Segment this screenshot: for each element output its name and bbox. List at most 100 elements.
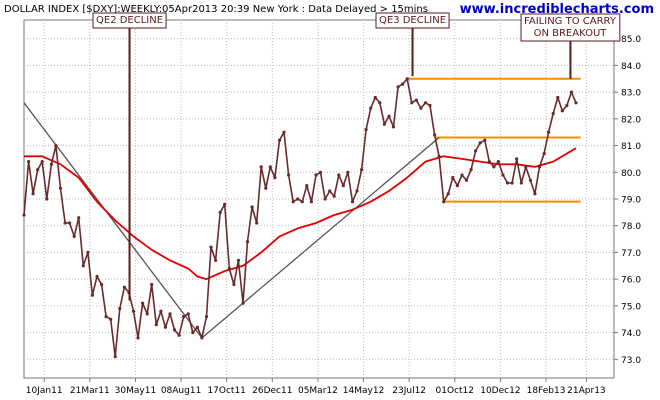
price-point: [122, 285, 126, 289]
y-axis-ticks: 73.0 74.0 75.0 76.0 77.0 78.0 79.0 80.0 81.0 82.0…: [614, 35, 641, 366]
price-point: [515, 157, 519, 161]
watermark-link[interactable]: www.incrediblecharts.com: [460, 2, 654, 17]
price-point: [27, 160, 31, 164]
price-point: [574, 101, 578, 105]
annotations: QE2 DECLINE QE3 DECLINE FAILING TO CARRY…: [92, 12, 621, 301]
price-point: [54, 144, 58, 148]
price-point: [350, 200, 355, 204]
price-point: [556, 95, 560, 100]
price-point: [478, 141, 482, 145]
price-point: [154, 323, 158, 327]
price-point: [560, 109, 564, 113]
price-point: [401, 82, 405, 86]
x-tick-label: 14May12: [343, 386, 385, 396]
price-point: [77, 216, 81, 220]
trendline: [201, 137, 440, 339]
price-point: [428, 103, 432, 108]
price-point: [369, 106, 373, 110]
price-point: [40, 160, 44, 164]
x-tick-label: 10Dec12: [480, 386, 520, 396]
price-point: [506, 181, 510, 185]
x-tick-label: 01Oct12: [436, 386, 474, 396]
price-point: [524, 165, 528, 169]
price-point: [182, 315, 186, 319]
price-point: [291, 200, 295, 204]
price-point: [360, 168, 364, 172]
price-point: [172, 328, 177, 332]
price-point: [437, 154, 441, 158]
price-point: [136, 336, 140, 340]
failing-breakout-label-line2: ON BREAKOUT: [534, 28, 608, 39]
price-point: [218, 210, 222, 214]
price-point: [245, 240, 250, 244]
price-point: [547, 130, 551, 134]
price-point: [483, 138, 487, 142]
chart-title: DOLLAR INDEX [$DXY]:WEEKLY:05Apr2013 20:…: [4, 4, 428, 15]
price-point: [90, 293, 94, 297]
price-point: [31, 192, 35, 196]
price-point: [191, 331, 195, 335]
x-tick-label: 21Mar11: [70, 386, 110, 396]
x-tick-label: 30May11: [115, 386, 157, 396]
price-point: [414, 98, 418, 102]
price-point: [510, 181, 514, 185]
price-point: [296, 197, 300, 201]
price-point: [250, 205, 254, 209]
y-tick-label: 84.0: [621, 62, 641, 72]
price-point: [113, 355, 117, 359]
x-tick-label: 17Oct11: [207, 386, 245, 396]
price-point: [109, 317, 113, 321]
price-point: [264, 186, 268, 190]
price-point: [86, 250, 90, 254]
price-point: [104, 315, 108, 319]
price-point: [323, 197, 327, 201]
price-point: [150, 282, 154, 287]
price-point: [451, 176, 455, 180]
x-tick-label: 08Aug11: [161, 386, 201, 396]
price-point: [63, 221, 67, 225]
price-point: [195, 325, 199, 329]
price-point: [145, 312, 149, 316]
price-point: [355, 189, 359, 193]
price-point: [168, 312, 172, 316]
x-tick-label: 21Apr13: [567, 386, 605, 396]
price-point: [487, 160, 491, 164]
price-point: [200, 336, 204, 340]
price-point: [277, 138, 282, 142]
price-point: [373, 95, 377, 100]
price-point: [423, 101, 428, 105]
price-point: [131, 309, 136, 313]
price-point: [455, 184, 459, 188]
price-point: [433, 133, 437, 137]
price-point: [405, 77, 409, 81]
price-point: [378, 101, 382, 105]
price-point: [337, 173, 341, 177]
price-point: [118, 306, 122, 311]
price-point: [537, 165, 542, 169]
price-point: [163, 325, 167, 329]
price-point: [391, 125, 396, 129]
price-point: [474, 149, 478, 153]
y-tick-label: 81.0: [621, 142, 641, 152]
y-tick-label: 85.0: [621, 35, 641, 45]
price-point: [100, 282, 104, 287]
failing-breakout-label-box: [520, 13, 621, 42]
y-tick-label: 78.0: [621, 222, 641, 232]
price-point: [469, 168, 473, 172]
price-point: [387, 114, 391, 118]
price-point: [332, 194, 336, 198]
price-point: [341, 184, 345, 188]
price-point: [58, 186, 63, 190]
moving-average-line: [24, 147, 577, 280]
price-point: [446, 192, 450, 196]
price-point: [72, 234, 76, 238]
price-point: [141, 301, 145, 305]
price-point: [551, 111, 555, 116]
price-point: [186, 312, 190, 316]
price-point: [227, 266, 231, 271]
y-tick-label: 80.0: [621, 169, 641, 179]
y-tick-label: 73.0: [621, 356, 641, 366]
price-point: [214, 258, 218, 262]
price-point: [519, 181, 523, 185]
